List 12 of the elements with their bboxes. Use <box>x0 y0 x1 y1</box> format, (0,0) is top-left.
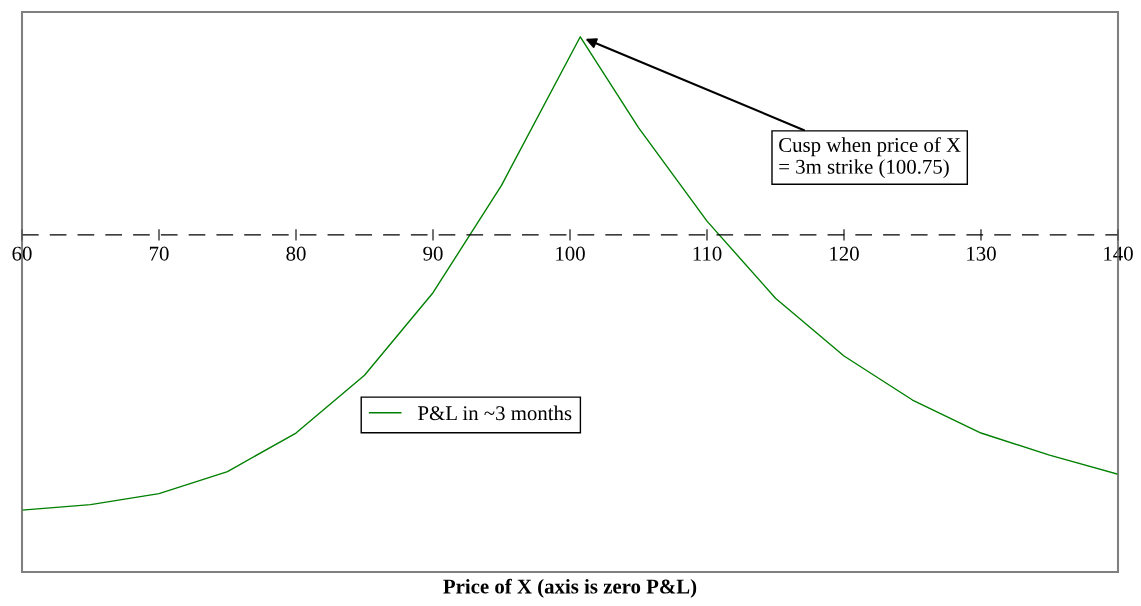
x-tick-label: 70 <box>149 246 169 261</box>
legend-label: P&L in ~3 months <box>418 405 572 421</box>
x-tick-label: 100 <box>556 246 585 261</box>
x-tick-label: 140 <box>1104 246 1133 261</box>
x-tick-label: 130 <box>967 246 996 261</box>
x-tick-label: 60 <box>12 246 32 261</box>
x-tick-label: 90 <box>423 246 443 261</box>
x-tick-label: 80 <box>286 246 306 261</box>
x-tick-label: 120 <box>830 246 859 261</box>
annotation: Cusp when price of X = 3m strike (100.75) <box>779 137 961 179</box>
x-tick-label: 110 <box>693 246 722 261</box>
x-axis-title: Price of X (axis is zero P&L) <box>443 578 697 598</box>
